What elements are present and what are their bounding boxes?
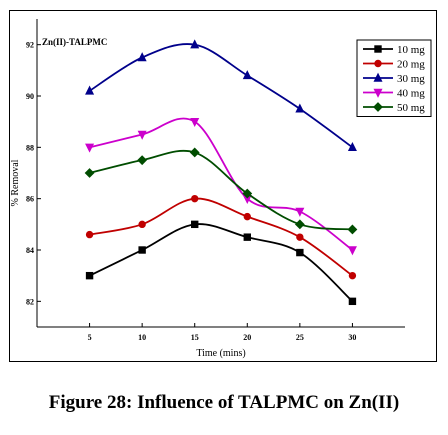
data-point	[190, 39, 200, 49]
chart-title: Zn(II)-TALPMC	[42, 37, 107, 47]
legend-label: 20 mg	[397, 59, 425, 71]
line-chart: 82 84 86 88 90 92 5 10 15 20 25 30 Zn(II)-TALPMC T…	[10, 19, 432, 359]
series-layer	[84, 39, 358, 306]
data-point	[189, 147, 200, 158]
x-axis-title: Time (mins)	[196, 348, 245, 359]
legend-entry: 40 mg	[363, 88, 425, 100]
x-tick-label: 25	[296, 333, 304, 342]
legend-marker	[373, 72, 383, 82]
data-point	[243, 212, 251, 221]
data-point	[347, 142, 357, 152]
data-point	[242, 188, 253, 199]
data-point	[294, 219, 305, 230]
series-line	[89, 223, 354, 302]
legend-marker	[374, 59, 382, 68]
data-point	[137, 52, 147, 62]
legend-marker	[374, 45, 382, 53]
series-10-mg	[85, 220, 357, 306]
legend-entry: 50 mg	[363, 102, 425, 114]
x-tick-label: 10	[138, 333, 146, 342]
data-point	[296, 233, 304, 241]
legend-marker	[373, 88, 383, 98]
data-point	[85, 271, 94, 280]
legend: 10 mg 20 mg 30 mg 40 mg 50 mg	[356, 39, 432, 117]
legend-entry: 10 mg	[363, 44, 425, 56]
data-point	[84, 168, 95, 178]
data-point	[242, 70, 252, 80]
data-point	[191, 194, 199, 203]
legend-entry: 20 mg	[363, 59, 425, 71]
legend-label: 40 mg	[397, 88, 425, 100]
series-30-mg	[85, 39, 357, 152]
y-axis-ticks: 82 84 86 88 90 92	[26, 41, 41, 306]
data-point	[243, 233, 251, 241]
y-tick-label: 88	[26, 143, 34, 152]
data-point	[190, 117, 200, 127]
series-line	[89, 43, 353, 149]
series-line	[89, 149, 353, 231]
chart-axes	[36, 19, 405, 328]
x-tick-label: 20	[243, 333, 251, 342]
data-point	[348, 297, 357, 306]
x-tick-label: 30	[348, 333, 356, 342]
data-point	[137, 155, 148, 166]
data-point	[85, 230, 94, 239]
x-tick-label: 5	[88, 333, 92, 342]
legend-label: 30 mg	[397, 73, 425, 85]
y-tick-label: 82	[26, 297, 34, 306]
series-50-mg	[84, 147, 358, 235]
y-tick-label: 90	[26, 92, 34, 101]
series-line	[89, 197, 353, 277]
data-point	[85, 85, 95, 95]
data-point	[348, 271, 357, 280]
data-point	[347, 224, 358, 235]
x-tick-label: 15	[191, 333, 199, 342]
data-point	[137, 130, 147, 140]
legend-label: 10 mg	[397, 44, 425, 56]
y-axis-title: % Removal	[10, 159, 21, 206]
data-point	[85, 143, 95, 153]
series-40-mg	[85, 117, 357, 256]
data-point	[191, 220, 199, 229]
legend-marker	[373, 102, 383, 112]
legend-label: 50 mg	[397, 102, 425, 114]
series-line	[89, 117, 353, 251]
data-point	[347, 246, 357, 256]
data-point	[295, 207, 305, 217]
y-tick-label: 84	[26, 246, 34, 255]
figure-caption: Figure 28: Influence of TALPMC on Zn(II)	[48, 392, 400, 413]
data-point	[296, 248, 304, 257]
y-tick-label: 86	[26, 195, 34, 204]
legend-entry: 30 mg	[363, 72, 425, 85]
data-point	[295, 103, 305, 113]
y-tick-label: 92	[26, 41, 34, 50]
data-point	[138, 246, 146, 254]
data-point	[138, 220, 146, 229]
series-20-mg	[85, 194, 357, 280]
figure-frame	[9, 10, 437, 362]
x-axis-ticks: 5 10 15 20 25 30	[88, 323, 356, 342]
